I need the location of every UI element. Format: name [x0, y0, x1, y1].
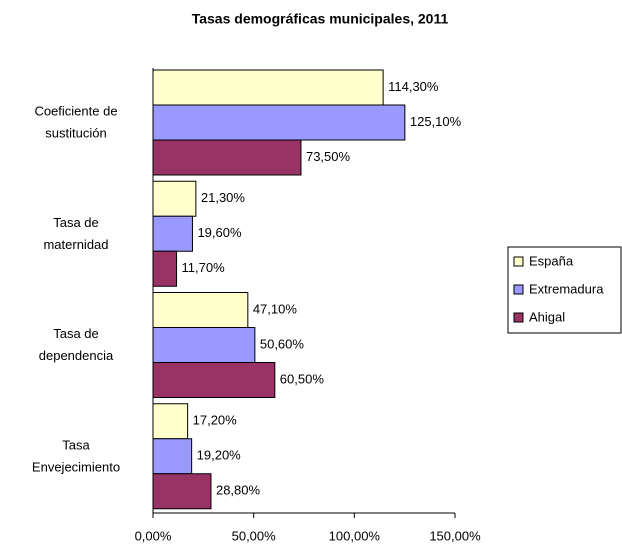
bar: [152, 292, 249, 328]
legend-swatch: [513, 312, 524, 323]
bar: [152, 180, 197, 217]
legend-swatch: [513, 256, 524, 267]
value-label: 47,10%: [253, 301, 298, 316]
bar: [152, 327, 256, 363]
value-label: 114,30%: [388, 79, 439, 94]
value-label: 50,60%: [260, 336, 305, 351]
x-tick-label: 50,00%: [232, 528, 277, 543]
legend-swatch: [513, 284, 524, 295]
chart-title: Tasas demográficas municipales, 2011: [192, 11, 449, 27]
value-label: 28,80%: [216, 483, 261, 498]
value-label: 60,50%: [280, 371, 325, 386]
x-tick-label: 0,00%: [135, 528, 172, 543]
bar: [152, 473, 212, 510]
value-label: 125,10%: [410, 114, 462, 129]
value-label: 11,70%: [182, 260, 226, 275]
y-tick-label: Tasa de dependencia: [39, 327, 114, 364]
y-tick-label: Coeficiente de sustitución: [34, 104, 117, 141]
bar: [152, 362, 276, 398]
value-label: 17,20%: [193, 413, 238, 428]
x-tick-label: 100,00%: [329, 528, 381, 543]
bar: [152, 403, 189, 440]
legend-label: Extremadura: [529, 281, 604, 296]
legend-label: Ahigal: [529, 309, 565, 324]
value-label: 19,20%: [197, 448, 242, 463]
x-tick-label: 150,00%: [429, 528, 481, 543]
value-label: 21,30%: [201, 190, 246, 205]
value-label: 19,60%: [197, 225, 242, 240]
legend-box: [507, 246, 622, 334]
y-tick-label: Tasa Envejecimiento: [32, 438, 120, 475]
value-label: 73,50%: [306, 149, 351, 164]
y-tick-label: Tasa de maternidad: [43, 215, 108, 252]
bar: [152, 438, 193, 475]
bar: [152, 69, 384, 106]
bar: [152, 139, 302, 176]
bar: [152, 215, 193, 252]
bar: [152, 250, 178, 287]
legend-label: España: [529, 253, 574, 268]
bar: [152, 104, 406, 141]
